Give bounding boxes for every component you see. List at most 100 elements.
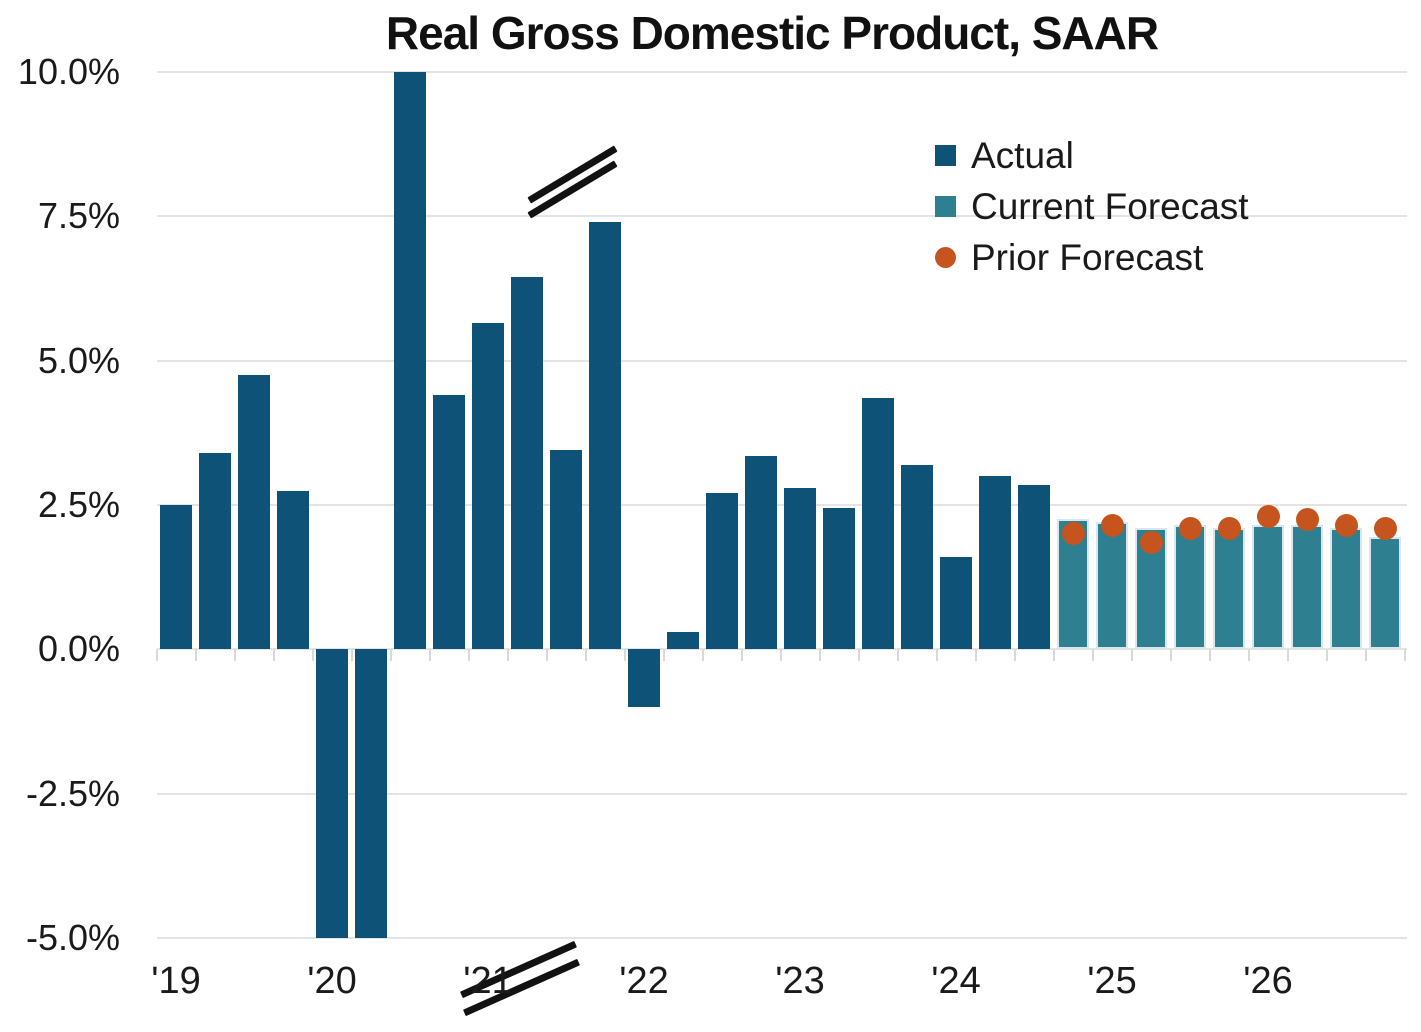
bar-actual-2019Q4: [277, 490, 309, 650]
bar-actual-2021Q3: [550, 450, 582, 650]
bar-current-forecast-2026Q1: [1252, 525, 1284, 650]
x-tick: [194, 649, 197, 662]
gridline--2.5: [157, 792, 1407, 795]
bar-actual-2023Q1: [784, 487, 816, 650]
bar-actual-2022Q1: [628, 649, 660, 708]
x-tick: [584, 649, 587, 662]
x-tick: [1052, 649, 1055, 662]
prior-forecast-swatch-icon: [935, 247, 956, 268]
y-axis: 10.0% 7.5% 5.0% 2.5% 0.0% -2.5% -5.0%: [0, 51, 120, 958]
gridline-0: [157, 648, 1407, 651]
x-tick: [506, 649, 509, 662]
prior-forecast-dot-2026Q4: [1373, 516, 1397, 540]
bar-actual-2021Q1: [472, 323, 504, 650]
prior-forecast-dot-2026Q2: [1295, 507, 1319, 531]
x-tick: [389, 649, 392, 662]
x-tick: [662, 649, 665, 662]
y-axis-label: 7.5%: [37, 195, 120, 237]
x-tick: [1247, 649, 1250, 662]
bar-actual-2020Q4: [433, 395, 465, 650]
x-tick: [428, 649, 431, 662]
x-tick: [350, 649, 353, 662]
legend-label: Current Forecast: [971, 185, 1249, 227]
x-tick: [1286, 649, 1289, 662]
x-tick: [1208, 649, 1211, 662]
x-axis-label-21: '21: [463, 960, 513, 1002]
bar-actual-2023Q4: [901, 464, 933, 650]
x-axis-label-22: '22: [619, 960, 669, 1002]
prior-forecast-dot-2026Q3: [1334, 513, 1358, 537]
gridline-10: [157, 71, 1407, 73]
x-tick: [740, 649, 743, 662]
x-tick: [623, 649, 626, 662]
x-tick: [311, 649, 314, 662]
bar-current-forecast-2026Q2: [1291, 525, 1323, 650]
x-axis-label-20: '20: [307, 960, 357, 1002]
bar-current-forecast-2026Q4: [1369, 536, 1401, 650]
bar-current-forecast-2026Q3: [1330, 528, 1362, 650]
x-tick: [1013, 649, 1016, 662]
x-tick: [545, 649, 548, 662]
y-axis-label: 5.0%: [37, 339, 120, 381]
x-tick: [467, 649, 470, 662]
bar-current-forecast-2025Q1: [1096, 522, 1128, 650]
x-tick: [233, 649, 236, 662]
x-tick: [974, 649, 977, 662]
x-axis-label-24: '24: [931, 960, 981, 1002]
gridline-5: [157, 359, 1407, 362]
y-axis-label: -2.5%: [25, 772, 120, 814]
x-tick: [896, 649, 899, 662]
x-axis-label-23: '23: [775, 960, 825, 1002]
bar-actual-2020Q2: [355, 649, 387, 938]
legend: Actual Current Forecast Prior Forecast: [935, 130, 1249, 283]
prior-forecast-dot-2024Q4: [1061, 522, 1085, 546]
bar-actual-2024Q3: [1018, 484, 1050, 650]
x-tick: [935, 649, 938, 662]
gridline--5: [157, 937, 1407, 939]
x-tick: [1169, 649, 1172, 662]
bar-actual-2019Q3: [238, 375, 270, 650]
chart-title: Real Gross Domestic Product, SAAR: [385, 7, 1159, 59]
x-tick: [1091, 649, 1094, 662]
bar-actual-2024Q1: [940, 556, 972, 650]
legend-label: Prior Forecast: [971, 236, 1204, 278]
prior-forecast-dot-2026Q1: [1256, 505, 1280, 529]
prior-forecast-dot-2025Q4: [1217, 516, 1241, 540]
x-tick: [1364, 649, 1367, 662]
bar-actual-2022Q4: [745, 455, 777, 650]
x-axis: '19 '20 '21 '22 '23 '24 '25 '26: [151, 952, 1407, 1012]
x-tick: [272, 649, 275, 662]
prior-forecast-dot-2025Q2: [1139, 531, 1163, 555]
x-axis-label-26: '26: [1243, 960, 1293, 1002]
x-axis-label-19: '19: [151, 960, 201, 1002]
y-axis-label: -5.0%: [25, 917, 120, 958]
bar-actual-2023Q3: [862, 398, 894, 650]
bar-current-forecast-2025Q4: [1213, 528, 1245, 650]
gridline-7.5: [157, 215, 1407, 218]
legend-label: Actual: [971, 134, 1074, 176]
x-tick: [1130, 649, 1133, 662]
y-axis-label: 10.0%: [17, 51, 120, 92]
bar-current-forecast-2025Q3: [1174, 525, 1206, 650]
x-tick: [1403, 649, 1406, 662]
x-axis-label-25: '25: [1087, 960, 1137, 1002]
actual-swatch-icon: [935, 145, 956, 166]
bar-actual-2019Q2: [199, 453, 231, 650]
x-tick: [857, 649, 860, 662]
bar-actual-2020Q3: [394, 72, 426, 650]
bar-actual-2023Q2: [823, 507, 855, 650]
x-tick: [155, 649, 158, 662]
prior-forecast-dot-2025Q3: [1178, 516, 1202, 540]
bar-actual-2022Q2: [667, 632, 699, 650]
y-axis-label: 0.0%: [37, 628, 120, 670]
bar-actual-2021Q2: [511, 276, 543, 650]
gridline-2.5: [157, 504, 1407, 506]
x-tick: [701, 649, 704, 662]
bar-actual-2022Q3: [706, 493, 738, 650]
x-tick: [1325, 649, 1328, 662]
bar-actual-2024Q2: [979, 476, 1011, 650]
current-forecast-swatch-icon: [935, 196, 956, 217]
legend-item-current-forecast: Current Forecast: [935, 181, 1249, 232]
x-tick: [779, 649, 782, 662]
